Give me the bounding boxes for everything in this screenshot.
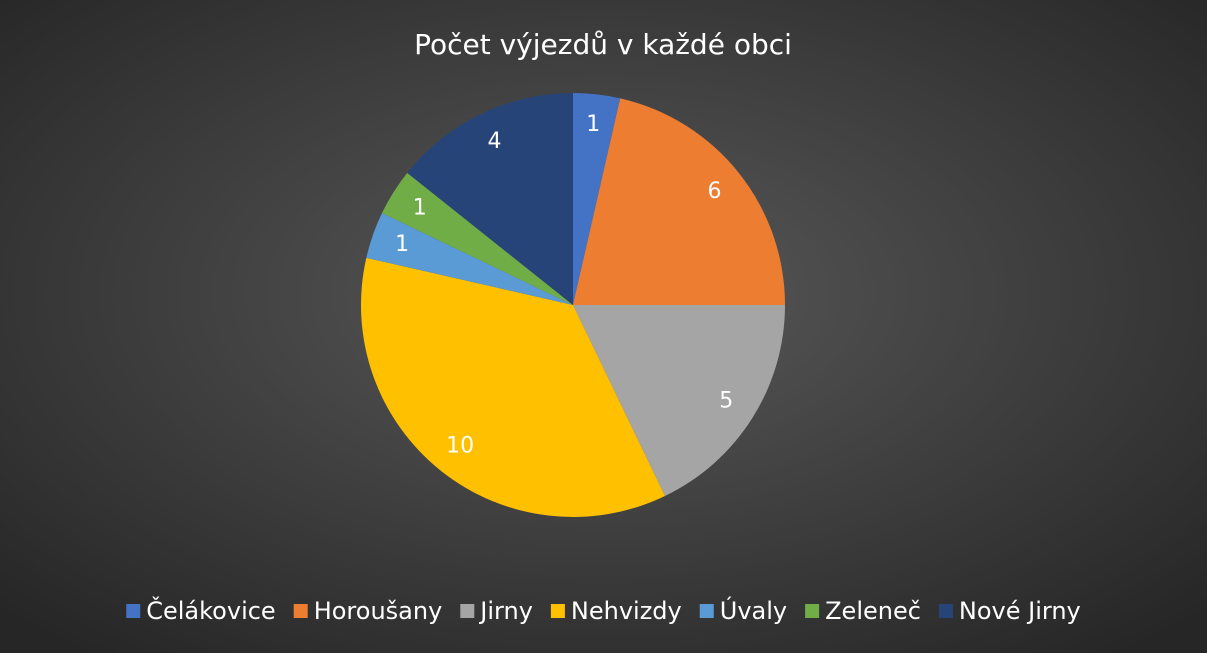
pie-slice: [573, 98, 785, 306]
pie-slice: [573, 305, 785, 497]
legend-label: Zeleneč: [825, 597, 921, 625]
pie-slice: [407, 92, 573, 305]
legend-label: Nehvizdy: [571, 597, 682, 625]
legend: Čelákovice Horoušany Jirny Nehvizdy Úvaly Zel…: [126, 595, 1081, 625]
legend-swatch: [550, 604, 565, 618]
pie-slice: [361, 257, 665, 518]
legend-label: Jirny: [478, 597, 533, 625]
legend-swatch: [805, 604, 820, 618]
pie-slice: [381, 172, 573, 305]
data-label: 4: [487, 129, 501, 154]
data-label: 6: [708, 179, 722, 204]
pie-slice: [573, 93, 621, 305]
data-label: 5: [719, 388, 733, 413]
legend-swatch: [460, 604, 475, 618]
data-label: 1: [586, 112, 600, 137]
chart-title: Počet výjezdů v každé obci: [414, 28, 792, 61]
legend-swatch: [126, 604, 141, 618]
legend-swatch: [293, 604, 308, 618]
legend-label: Úvaly: [720, 595, 787, 625]
legend-label: Nové Jirny: [959, 597, 1081, 625]
legend-swatch: [699, 604, 714, 618]
pie-slice: [366, 213, 573, 305]
legend-label: Horoušany: [314, 597, 443, 625]
legend-label: Čelákovice: [146, 595, 275, 625]
data-label: 10: [446, 434, 474, 459]
data-label: 1: [395, 232, 409, 257]
legend-swatch: [938, 604, 953, 618]
data-label: 1: [413, 196, 427, 221]
